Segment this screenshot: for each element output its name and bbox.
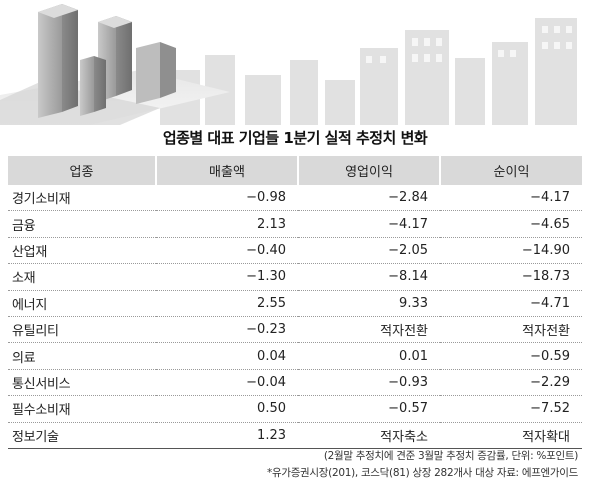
value-cell: 적자확대 — [440, 422, 582, 449]
value-cell: −2.84 — [298, 185, 440, 212]
sector-name: 에너지 — [8, 290, 156, 317]
sector-name: 유틸리티 — [8, 316, 156, 344]
value-cell: −4.65 — [440, 210, 582, 238]
value-cell: −0.04 — [156, 369, 298, 397]
value-cell: −4.17 — [298, 210, 440, 238]
value-cell: −0.40 — [156, 237, 298, 265]
sector-name: 정보기술 — [8, 422, 156, 449]
value-cell: −1.30 — [156, 263, 298, 291]
sector-name: 소재 — [8, 263, 156, 291]
table-row: 유틸리티 −0.23 적자전환 적자전환 — [8, 316, 582, 344]
value-cell: −0.59 — [440, 342, 582, 370]
value-cell: −14.90 — [440, 237, 582, 265]
sector-name: 경기소비재 — [8, 185, 156, 212]
table-row: 의료 0.04 0.01 −0.59 — [8, 342, 582, 370]
value-cell: 1.23 — [156, 422, 298, 449]
skyline-illustration — [0, 4, 577, 125]
earnings-table: 업종 매출액 영업이익 순이익 경기소비재 −0.98 −2.84 −4.17 금융 2.… — [8, 156, 582, 449]
table-row: 산업재 −0.40 −2.05 −14.90 — [8, 237, 582, 265]
table-row: 통신서비스 −0.04 −0.93 −2.29 — [8, 369, 582, 397]
column-header: 영업이익 — [297, 156, 440, 185]
column-header: 업종 — [8, 156, 156, 185]
value-cell: 0.01 — [298, 342, 440, 370]
sector-name: 통신서비스 — [8, 369, 156, 397]
value-cell: −0.23 — [156, 316, 298, 344]
value-cell: −4.71 — [440, 290, 582, 317]
value-cell: −0.57 — [298, 395, 440, 423]
table-header-row: 업종 매출액 영업이익 순이익 — [8, 156, 582, 185]
value-cell: 0.50 — [156, 395, 298, 423]
source-note: *유가증권시장(201), 코스닥(81) 상장 282개사 대상 자료: 에프… — [267, 467, 578, 479]
value-cell: 적자축소 — [298, 422, 440, 449]
value-cell: −2.29 — [440, 369, 582, 397]
value-cell: 9.33 — [298, 290, 440, 317]
value-cell: 적자전환 — [440, 316, 582, 344]
sector-name: 산업재 — [8, 237, 156, 265]
sector-name: 필수소비재 — [8, 395, 156, 423]
table-row: 정보기술 1.23 적자축소 적자확대 — [8, 422, 582, 449]
table-notes: (2월말 추정치에 견준 3월말 추정치 증감률, 단위: %포인트) *유가증… — [267, 448, 578, 482]
unit-note: (2월말 추정치에 견준 3월말 추정치 증감률, 단위: %포인트) — [323, 450, 578, 462]
sector-name: 금융 — [8, 210, 156, 238]
value-cell: −18.73 — [440, 263, 582, 291]
value-cell: −0.93 — [298, 369, 440, 397]
value-cell: −8.14 — [298, 263, 440, 291]
table-row: 에너지 2.55 9.33 −4.71 — [8, 290, 582, 317]
value-cell: −2.05 — [298, 237, 440, 265]
value-cell: −7.52 — [440, 395, 582, 423]
value-cell: −4.17 — [440, 185, 582, 212]
table-row: 경기소비재 −0.98 −2.84 −4.17 — [8, 185, 582, 212]
table-row: 필수소비재 0.50 −0.57 −7.52 — [8, 395, 582, 423]
value-cell: 0.04 — [156, 342, 298, 370]
table-row: 소재 −1.30 −8.14 −18.73 — [8, 263, 582, 291]
value-cell: 2.13 — [156, 210, 298, 238]
value-cell: 적자전환 — [298, 316, 440, 344]
table-row: 금융 2.13 −4.17 −4.65 — [8, 210, 582, 238]
sector-name: 의료 — [8, 342, 156, 370]
column-header: 매출액 — [155, 156, 298, 185]
chart-title: 업종별 대표 기업들 1분기 실적 추정치 변화 — [162, 129, 428, 147]
column-header: 순이익 — [439, 156, 582, 185]
value-cell: 2.55 — [156, 290, 298, 317]
value-cell: −0.98 — [156, 185, 298, 212]
